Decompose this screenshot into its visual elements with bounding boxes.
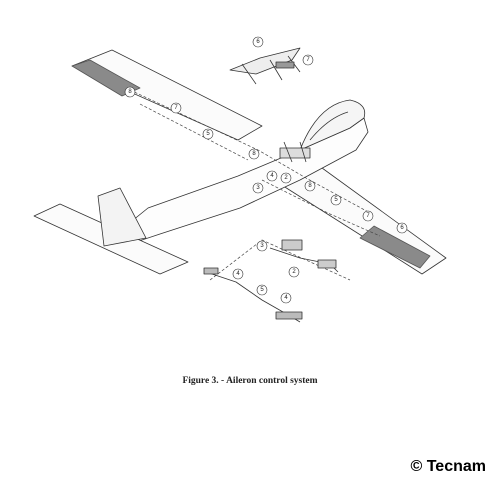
svg-text:8: 8 bbox=[308, 183, 312, 189]
callout-4: 4 bbox=[232, 268, 244, 280]
cockpit-canopy bbox=[299, 99, 366, 151]
stick-assembly-inset bbox=[229, 47, 301, 85]
svg-text:2: 2 bbox=[292, 269, 296, 275]
callout-4: 4 bbox=[280, 292, 292, 304]
svg-text:3: 3 bbox=[260, 243, 264, 249]
callout-5: 5 bbox=[330, 194, 342, 206]
callout-6: 6 bbox=[252, 36, 264, 48]
svg-text:8: 8 bbox=[128, 89, 132, 95]
svg-text:5: 5 bbox=[206, 131, 210, 137]
callout-4: 4 bbox=[266, 170, 278, 182]
svg-text:7: 7 bbox=[174, 105, 178, 111]
svg-text:7: 7 bbox=[306, 57, 310, 63]
callout-5: 5 bbox=[202, 128, 214, 140]
callout-2: 2 bbox=[280, 172, 292, 184]
lower-detail-assembly bbox=[203, 239, 339, 323]
svg-text:6: 6 bbox=[256, 39, 260, 45]
cockpit-bellcrank bbox=[279, 141, 311, 163]
vertical-tail bbox=[97, 187, 147, 247]
callout-5: 5 bbox=[256, 284, 268, 296]
svg-text:6: 6 bbox=[400, 225, 404, 231]
svg-text:4: 4 bbox=[270, 173, 274, 179]
svg-text:7: 7 bbox=[366, 213, 370, 219]
copyright-notice: © Tecnam bbox=[410, 458, 486, 475]
callout-3: 3 bbox=[252, 182, 264, 194]
svg-text:5: 5 bbox=[334, 197, 338, 203]
figure-caption: Figure 3. - Aileron control system bbox=[182, 376, 318, 386]
right-aileron bbox=[359, 225, 431, 269]
svg-text:4: 4 bbox=[236, 271, 240, 277]
callout-7: 7 bbox=[362, 210, 374, 222]
callout-7: 7 bbox=[170, 102, 182, 114]
callout-8: 8 bbox=[248, 148, 260, 160]
callout-2: 2 bbox=[288, 266, 300, 278]
svg-text:5: 5 bbox=[260, 287, 264, 293]
callout-7: 7 bbox=[302, 54, 314, 66]
svg-text:4: 4 bbox=[284, 295, 288, 301]
svg-text:2: 2 bbox=[284, 175, 288, 181]
callout-8: 8 bbox=[124, 86, 136, 98]
left-aileron bbox=[71, 59, 141, 97]
left-wing bbox=[71, 49, 263, 141]
callout-3: 3 bbox=[256, 240, 268, 252]
svg-text:8: 8 bbox=[252, 151, 256, 157]
callout-6: 6 bbox=[396, 222, 408, 234]
svg-text:3: 3 bbox=[256, 185, 260, 191]
callout-8: 8 bbox=[304, 180, 316, 192]
callout-group: 8 7 6 7 5 8 4 2 3 8 5 7 6 3 2 4 5 4 bbox=[124, 36, 408, 304]
